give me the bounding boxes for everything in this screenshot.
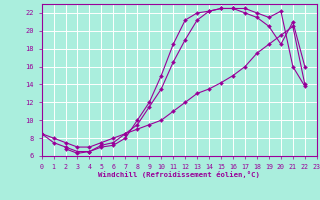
X-axis label: Windchill (Refroidissement éolien,°C): Windchill (Refroidissement éolien,°C) <box>98 171 260 178</box>
